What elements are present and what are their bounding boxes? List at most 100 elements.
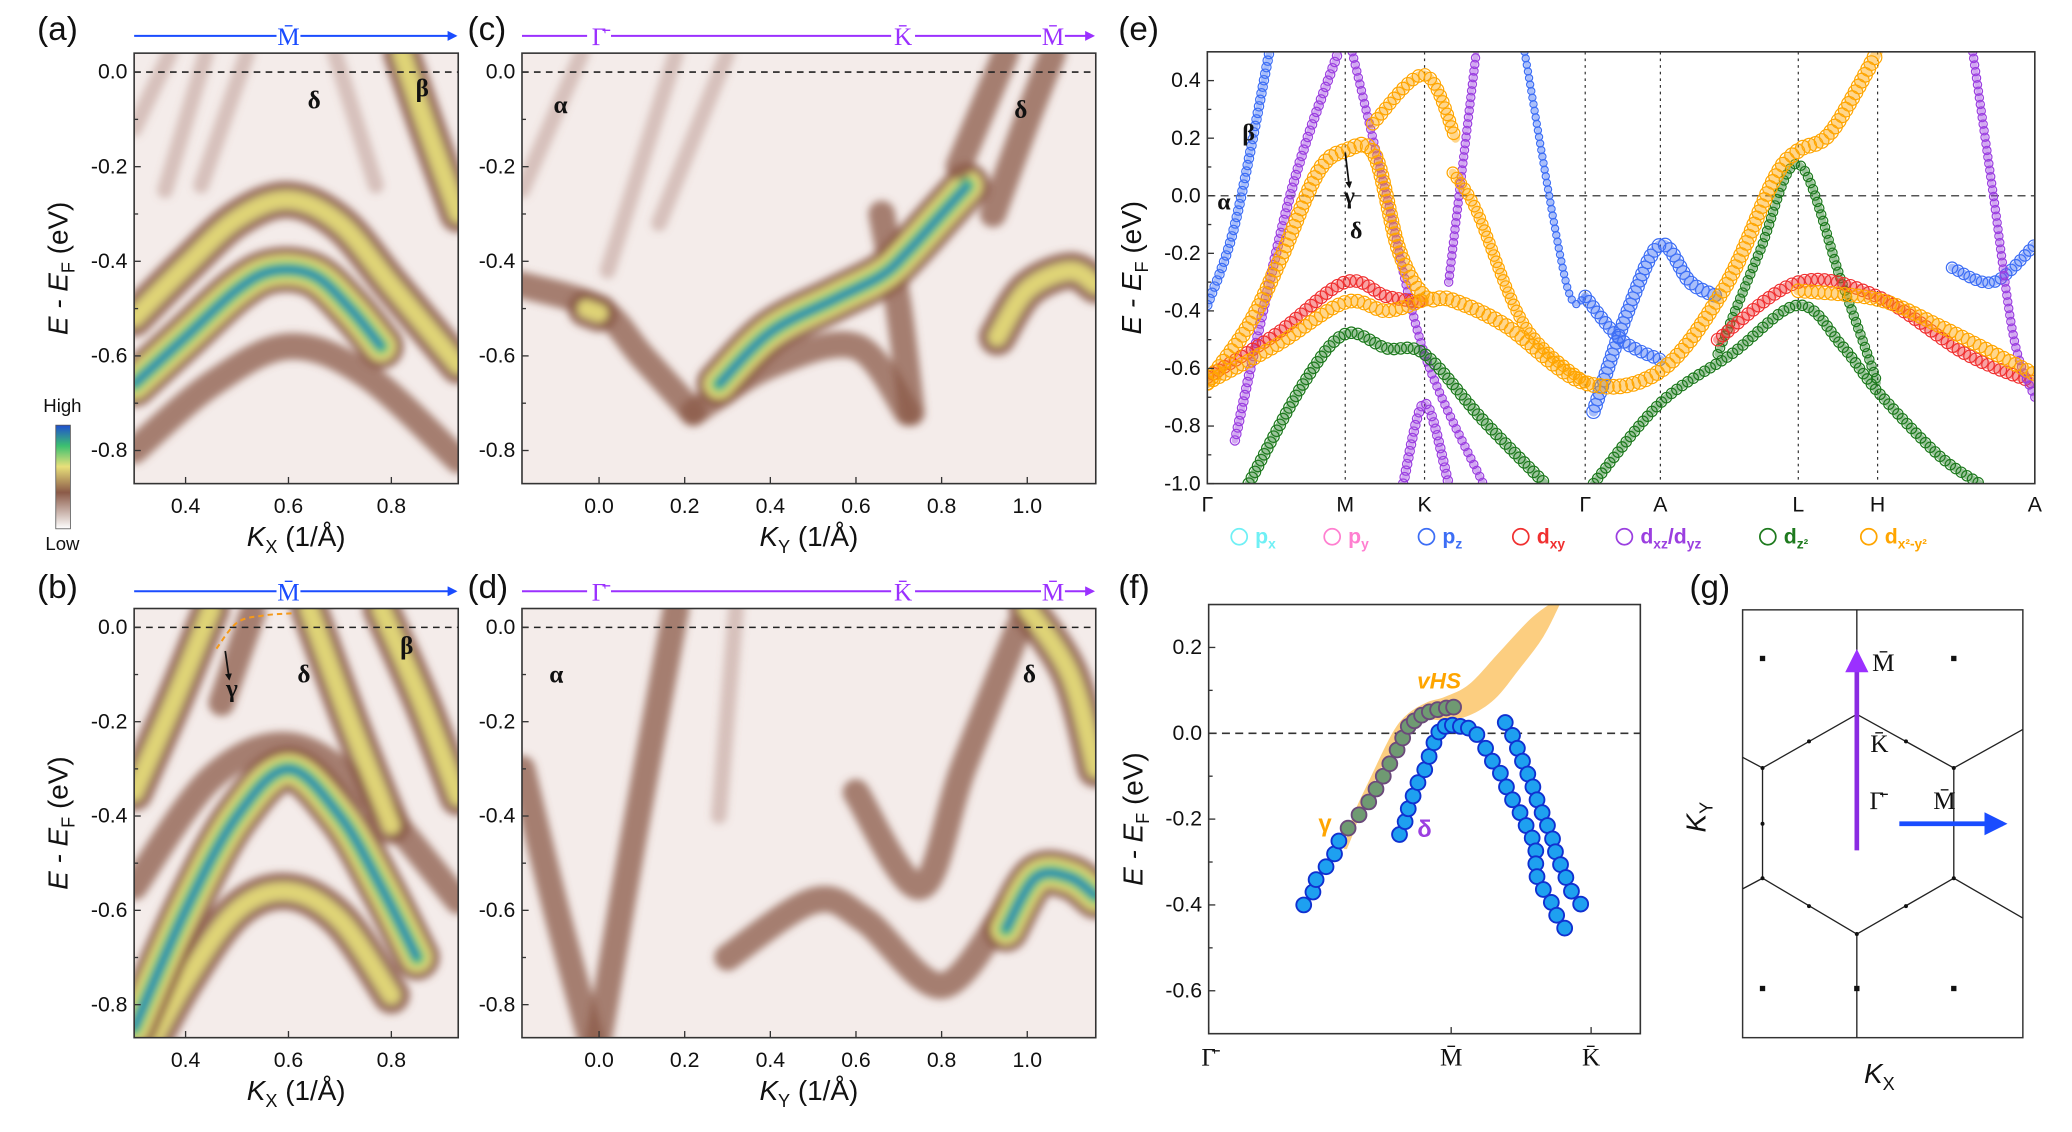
band-circle — [1463, 112, 1474, 122]
high-symmetry-label: M̄ — [1872, 650, 1894, 677]
band-intensity-medium — [521, 755, 604, 1038]
band-circle — [1426, 410, 1438, 422]
band-intensity-faint — [521, 53, 590, 199]
band-circle — [1349, 274, 1364, 288]
band-circle — [1254, 94, 1266, 106]
band-circle — [1317, 87, 1329, 99]
zone-point-dot — [1760, 821, 1765, 826]
high-symmetry-label: M̄ — [1933, 788, 1955, 815]
band-circle — [1979, 126, 1989, 136]
band-circle — [1625, 291, 1641, 307]
band-circle — [1228, 224, 1239, 236]
band-circle — [1452, 204, 1463, 215]
band-circle — [1358, 92, 1368, 102]
data-point — [1409, 774, 1427, 791]
band-pz — [1522, 51, 1588, 307]
label-part: (eV) — [1117, 752, 1148, 812]
band-circle — [1369, 137, 1379, 147]
band-circle — [1494, 267, 1508, 281]
band-intensity-strong — [144, 882, 400, 1038]
band-circle — [1292, 322, 1307, 338]
band-circle — [1261, 442, 1274, 455]
band-circle — [1701, 285, 1716, 301]
band-circle — [1777, 305, 1790, 317]
band-circle — [1296, 150, 1307, 162]
band-dx2y2 — [1207, 51, 1883, 393]
band-circle — [1431, 290, 1448, 307]
k-path-label-bg — [891, 577, 916, 605]
band-circle — [1257, 81, 1268, 92]
y-tick-label: -0.4 — [479, 249, 516, 273]
band-circle — [1399, 471, 1410, 483]
band-circle — [1483, 236, 1496, 250]
band-circle — [1620, 303, 1636, 319]
band-circle — [1761, 225, 1773, 237]
data-point — [1556, 919, 1574, 937]
band-circle — [1450, 224, 1460, 235]
band-label: δ — [297, 662, 310, 689]
data-point — [1330, 832, 1348, 850]
band-circle — [1971, 73, 1982, 83]
band-circle — [1347, 138, 1363, 155]
data-point — [1420, 748, 1438, 765]
y-tick-label: 0.0 — [98, 60, 128, 84]
band-circle — [1383, 195, 1393, 206]
heatmap-intensity — [134, 53, 459, 474]
band-circle — [1745, 268, 1756, 280]
band-label: δ — [1350, 218, 1362, 244]
band-circle — [1329, 56, 1341, 68]
band-circle — [1207, 369, 1220, 386]
legend-label: dz² — [1784, 524, 1809, 551]
heatmap-intensity — [521, 53, 1096, 426]
band-circle — [1446, 257, 1456, 268]
band-circle — [1436, 449, 1448, 460]
band-circle — [1527, 465, 1540, 479]
band-intensity-medium — [521, 271, 707, 426]
y-axis-label: E - EF (eV) — [1116, 201, 1152, 334]
band-circle — [1531, 470, 1545, 483]
band-circle — [1247, 133, 1259, 145]
band-circle — [1783, 301, 1796, 314]
data-series — [1339, 698, 1462, 837]
data-point — [1492, 764, 1509, 782]
zone-point-dot — [1760, 876, 1765, 881]
band-intensity-peak — [134, 266, 384, 387]
x-tick-label: 0.8 — [377, 1048, 407, 1072]
kx-axis-label: KX — [1864, 1058, 1895, 1094]
band-circle — [1261, 61, 1272, 73]
band-circle — [1889, 297, 1904, 313]
band-circle — [1972, 476, 1984, 484]
band-circle — [1480, 230, 1494, 244]
legend-marker-icon — [1615, 527, 1634, 546]
band-circle — [2025, 366, 2035, 381]
band-circle — [1244, 146, 1256, 158]
band-circle — [1281, 201, 1293, 213]
band-circle — [1207, 370, 1215, 384]
zone-boundary — [1742, 756, 1763, 769]
data-point — [1350, 806, 1368, 824]
band-circle — [1514, 330, 1531, 346]
band-dxy — [1207, 276, 1430, 382]
band-circle — [1430, 82, 1445, 97]
band-circle — [1264, 436, 1277, 449]
zone-point-dot — [1807, 904, 1812, 909]
band-circle — [1462, 125, 1472, 136]
band-circle — [1646, 349, 1661, 364]
band-circle — [1961, 469, 1973, 482]
band-circle — [1474, 471, 1485, 482]
band-circle — [1234, 326, 1251, 343]
band-circle — [1698, 365, 1711, 377]
band-intensity-peak — [716, 182, 970, 387]
legend-label: dx²-y² — [1885, 524, 1928, 551]
y-tick-label: -0.6 — [479, 344, 516, 368]
band-circle — [1763, 219, 1775, 230]
band-circle — [1673, 342, 1690, 359]
band-circle — [1734, 293, 1746, 304]
y-tick-label: -0.6 — [91, 898, 128, 922]
band-circle — [1413, 407, 1425, 418]
band-circle — [1238, 396, 1249, 407]
band-circle — [1771, 162, 1788, 179]
band-label: γ — [225, 676, 238, 703]
plot-frame — [1207, 603, 1642, 1035]
band-circle — [1435, 442, 1446, 454]
